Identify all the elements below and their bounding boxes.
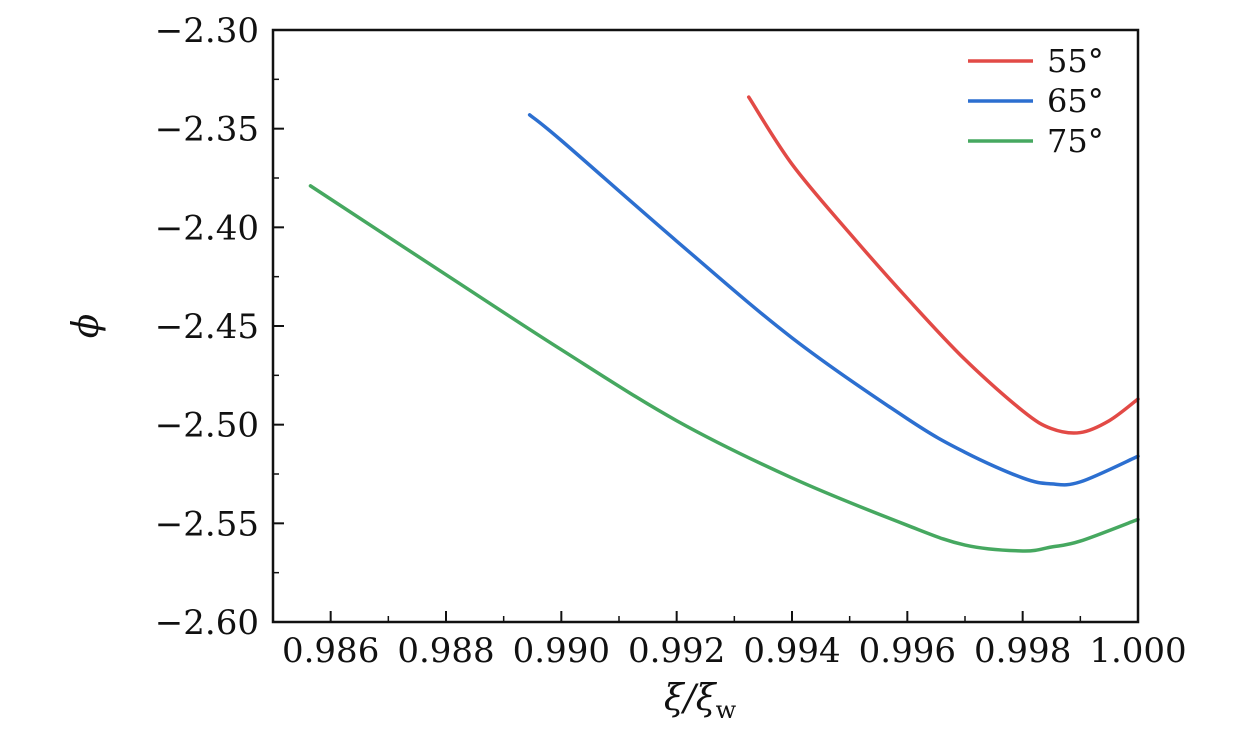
y-axis-label: ϕ (66, 314, 107, 339)
y-tick-label: −2.40 (155, 208, 259, 248)
x-tick-label: 1.000 (1089, 631, 1186, 671)
x-axis-label: ξ/ξw (664, 678, 737, 724)
axis-ticks (272, 29, 1139, 623)
y-tick-label: −2.35 (155, 110, 259, 150)
y-tick-label: −2.60 (155, 603, 259, 643)
x-tick-label: 0.986 (282, 631, 379, 671)
y-tick-label: −2.45 (155, 307, 259, 347)
tick-labels: 0.986 0.988 0.990 0.992 0.994 0.996 0.998 1.000… (155, 11, 1187, 671)
legend-label-0: 55° (1047, 42, 1104, 80)
x-tick-label: 0.990 (513, 631, 610, 671)
series-line-0 (747, 95, 1140, 435)
legend: 55°65°75° (968, 42, 1104, 160)
y-tick-label: −2.50 (155, 406, 259, 446)
x-tick-label: 0.992 (628, 631, 725, 671)
x-tick-label: 0.988 (397, 631, 494, 671)
x-tick-label: 0.996 (859, 631, 956, 671)
x-axis-label-sub: w (716, 696, 737, 724)
y-tick-label: −2.30 (155, 11, 259, 51)
series-line-1 (527, 113, 1140, 487)
plot-lines (308, 95, 1140, 553)
legend-label-2: 75° (1047, 122, 1104, 160)
x-axis-label-main: ξ/ξ (664, 678, 718, 719)
plot-frame (271, 28, 1140, 624)
y-tick-label: −2.55 (155, 504, 259, 544)
series-line-2 (308, 184, 1140, 553)
x-tick-label: 0.994 (743, 631, 840, 671)
x-tick-label: 0.998 (974, 631, 1071, 671)
legend-label-1: 65° (1047, 82, 1104, 120)
